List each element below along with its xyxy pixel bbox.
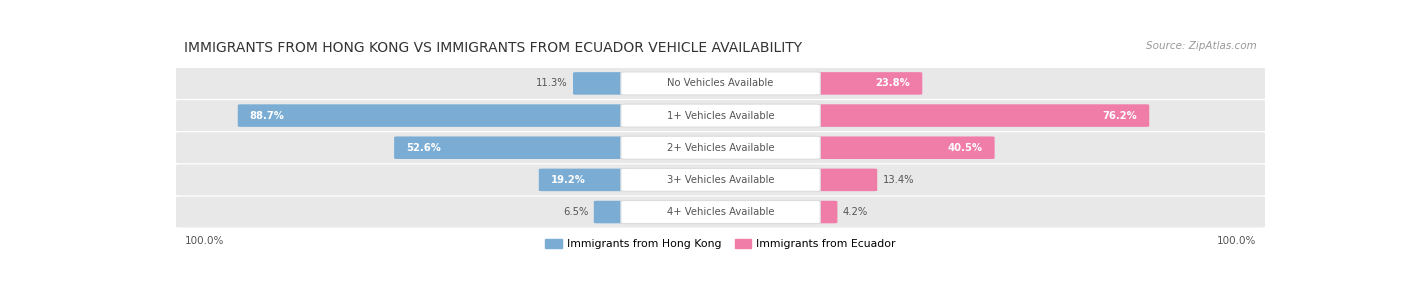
FancyBboxPatch shape xyxy=(621,200,820,224)
FancyBboxPatch shape xyxy=(813,72,922,95)
Text: 4+ Vehicles Available: 4+ Vehicles Available xyxy=(666,207,775,217)
FancyBboxPatch shape xyxy=(174,68,1267,99)
FancyBboxPatch shape xyxy=(174,100,1267,131)
Text: 100.0%: 100.0% xyxy=(184,236,224,246)
FancyBboxPatch shape xyxy=(621,136,820,159)
FancyBboxPatch shape xyxy=(813,201,838,223)
Text: 1+ Vehicles Available: 1+ Vehicles Available xyxy=(666,111,775,121)
Legend: Immigrants from Hong Kong, Immigrants from Ecuador: Immigrants from Hong Kong, Immigrants fr… xyxy=(541,235,900,253)
Text: 13.4%: 13.4% xyxy=(883,175,914,185)
FancyBboxPatch shape xyxy=(574,72,628,95)
Text: 100.0%: 100.0% xyxy=(1218,236,1257,246)
FancyBboxPatch shape xyxy=(174,196,1267,227)
Text: 76.2%: 76.2% xyxy=(1102,111,1137,121)
FancyBboxPatch shape xyxy=(394,136,628,159)
FancyBboxPatch shape xyxy=(813,169,877,191)
FancyBboxPatch shape xyxy=(593,201,628,223)
FancyBboxPatch shape xyxy=(621,72,820,95)
FancyBboxPatch shape xyxy=(174,132,1267,163)
Text: 4.2%: 4.2% xyxy=(842,207,868,217)
Text: 88.7%: 88.7% xyxy=(250,111,284,121)
Text: IMMIGRANTS FROM HONG KONG VS IMMIGRANTS FROM ECUADOR VEHICLE AVAILABILITY: IMMIGRANTS FROM HONG KONG VS IMMIGRANTS … xyxy=(184,41,803,55)
Text: 6.5%: 6.5% xyxy=(562,207,588,217)
Text: No Vehicles Available: No Vehicles Available xyxy=(668,78,773,88)
FancyBboxPatch shape xyxy=(813,136,994,159)
FancyBboxPatch shape xyxy=(174,164,1267,195)
Text: 2+ Vehicles Available: 2+ Vehicles Available xyxy=(666,143,775,153)
Text: 23.8%: 23.8% xyxy=(876,78,910,88)
FancyBboxPatch shape xyxy=(621,168,820,191)
FancyBboxPatch shape xyxy=(538,169,628,191)
FancyBboxPatch shape xyxy=(621,104,820,127)
Text: 19.2%: 19.2% xyxy=(551,175,586,185)
FancyBboxPatch shape xyxy=(813,104,1149,127)
Text: 11.3%: 11.3% xyxy=(536,78,568,88)
Text: Source: ZipAtlas.com: Source: ZipAtlas.com xyxy=(1146,41,1257,51)
Text: 40.5%: 40.5% xyxy=(948,143,983,153)
Text: 3+ Vehicles Available: 3+ Vehicles Available xyxy=(666,175,775,185)
FancyBboxPatch shape xyxy=(238,104,628,127)
Text: 52.6%: 52.6% xyxy=(406,143,441,153)
